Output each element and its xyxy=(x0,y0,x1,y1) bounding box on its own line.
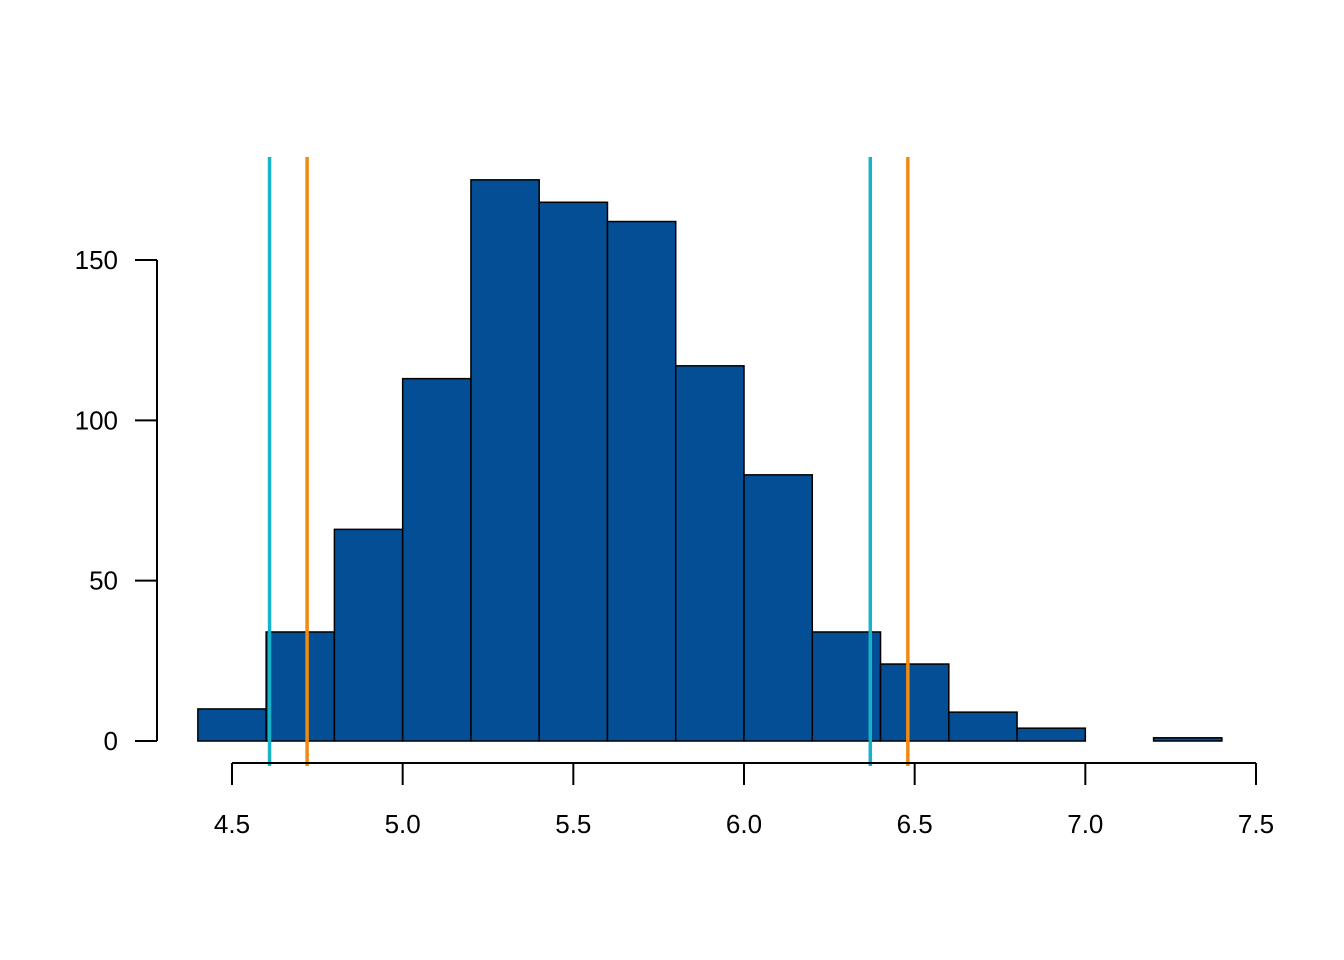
x-tick-label: 5.0 xyxy=(385,809,421,839)
x-tick-label: 4.5 xyxy=(214,809,250,839)
y-tick-label: 0 xyxy=(104,726,118,756)
histogram-bar xyxy=(265,631,336,742)
y-tick-label: 50 xyxy=(89,566,118,596)
x-tick-label: 7.5 xyxy=(1238,809,1274,839)
reference-lines xyxy=(267,157,910,766)
histogram-bar xyxy=(1152,737,1223,742)
histogram-bar xyxy=(333,528,404,742)
x-tick-label: 7.0 xyxy=(1067,809,1103,839)
histogram-bar xyxy=(879,663,950,742)
histogram-bars xyxy=(197,179,1223,742)
y-tick-label: 150 xyxy=(75,245,118,275)
histogram-bar xyxy=(401,377,472,742)
y-axis: 0 50 100 150 xyxy=(75,245,158,756)
x-tick-label: 6.0 xyxy=(726,809,762,839)
histogram-bar xyxy=(743,474,814,742)
y-tick-label: 100 xyxy=(75,405,118,435)
histogram-bar xyxy=(1016,727,1087,742)
histogram-bar xyxy=(674,365,745,742)
x-axis: 4.5 5.0 5.5 6.0 6.5 7.0 7.5 xyxy=(214,762,1274,839)
x-tick-label: 5.5 xyxy=(555,809,591,839)
histogram-bar xyxy=(538,201,609,742)
histogram-bar xyxy=(470,179,540,742)
x-tick-label: 6.5 xyxy=(897,809,933,839)
histogram-bar xyxy=(197,708,267,742)
histogram-bar xyxy=(606,220,677,742)
histogram-bar xyxy=(948,711,1018,742)
